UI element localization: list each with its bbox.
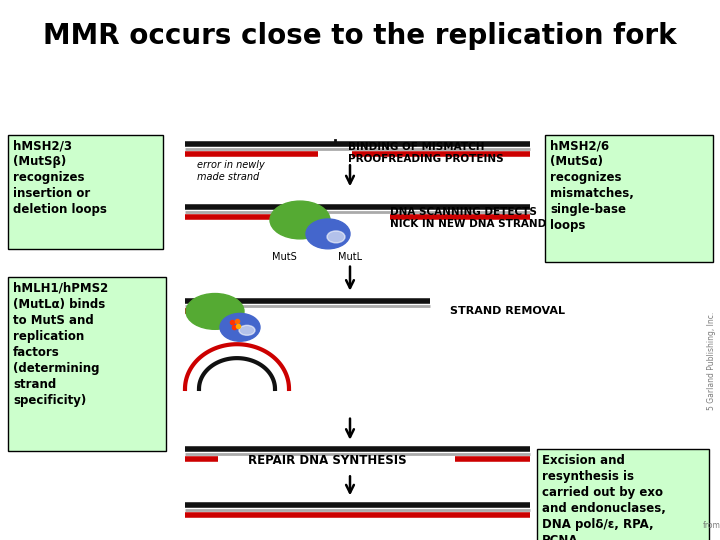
Text: REPAIR DNA SYNTHESIS: REPAIR DNA SYNTHESIS <box>248 454 407 467</box>
Ellipse shape <box>186 294 244 329</box>
Text: from: from <box>703 521 720 530</box>
Text: hMLH1/hPMS2
(MutLα) binds
to MutS and
replication
factors
(determining
strand
sp: hMLH1/hPMS2 (MutLα) binds to MutS and re… <box>13 281 108 407</box>
Text: error in newly
made strand: error in newly made strand <box>197 160 265 182</box>
Text: MMR occurs close to the replication fork: MMR occurs close to the replication fork <box>43 23 677 50</box>
Ellipse shape <box>270 201 330 239</box>
Text: hMSH2/6
(MutSα)
recognizes
mismatches,
single-base
loops: hMSH2/6 (MutSα) recognizes mismatches, s… <box>550 139 634 233</box>
FancyBboxPatch shape <box>545 134 713 262</box>
Text: MutS: MutS <box>271 252 297 262</box>
Text: Excision and
resynthesis is
carried out by exo
and endonuclases,
DNA polδ/ε, RPA: Excision and resynthesis is carried out … <box>542 454 666 540</box>
Text: STRAND REMOVAL: STRAND REMOVAL <box>450 306 565 316</box>
Ellipse shape <box>306 219 350 249</box>
Text: DNA SCANNING DETECTS
NICK IN NEW DNA STRAND: DNA SCANNING DETECTS NICK IN NEW DNA STR… <box>390 207 546 228</box>
FancyBboxPatch shape <box>537 449 709 540</box>
Text: 5 Garland Publishing, Inc.: 5 Garland Publishing, Inc. <box>708 312 716 410</box>
Ellipse shape <box>239 325 255 335</box>
FancyBboxPatch shape <box>8 276 166 450</box>
Text: MutL: MutL <box>338 252 362 262</box>
Text: BINDING OF MISMATCH
PROOFREADING PROTEINS: BINDING OF MISMATCH PROOFREADING PROTEIN… <box>348 143 503 164</box>
Ellipse shape <box>220 313 260 341</box>
FancyBboxPatch shape <box>8 134 163 249</box>
Text: hMSH2/3
(MutSβ)
recognizes
insertion or
deletion loops: hMSH2/3 (MutSβ) recognizes insertion or … <box>13 139 107 217</box>
Ellipse shape <box>327 231 345 243</box>
